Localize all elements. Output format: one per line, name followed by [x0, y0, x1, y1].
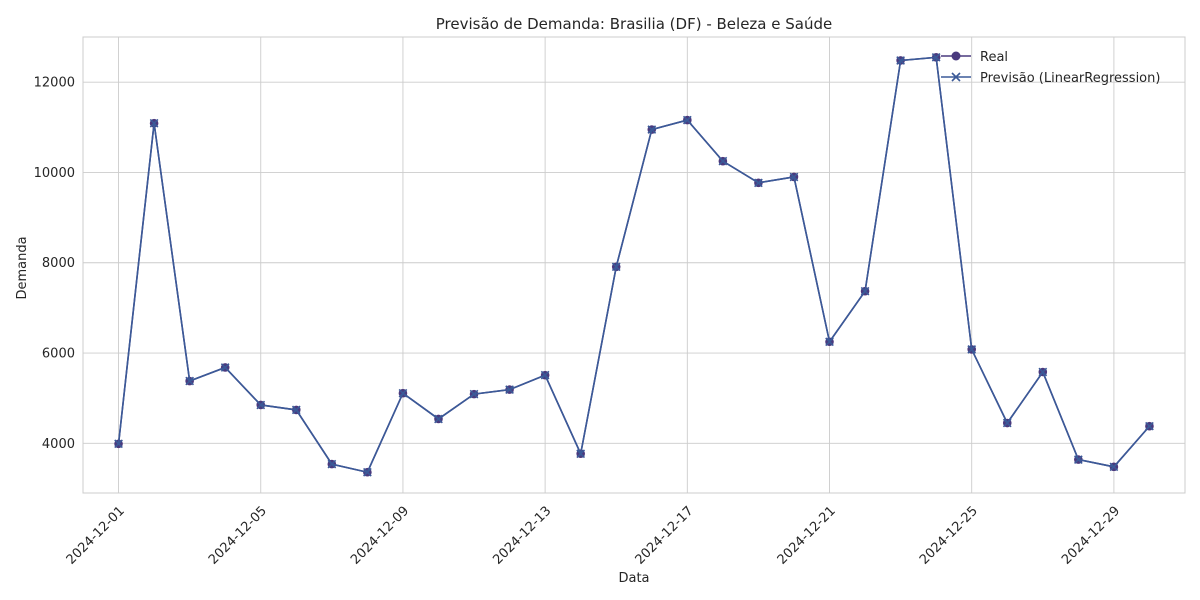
- y-tick-label: 8000: [42, 256, 75, 271]
- data-point-forecast: [114, 439, 123, 449]
- data-point-forecast: [754, 178, 763, 188]
- x-tick-label: 2024-12-29: [1059, 504, 1123, 568]
- y-tick-label: 12000: [34, 76, 75, 91]
- data-point-forecast: [611, 262, 621, 272]
- data-point-forecast: [434, 414, 443, 424]
- data-point-forecast: [789, 172, 799, 182]
- chart-title: Previsão de Demanda: Brasilia (DF) - Bel…: [436, 15, 832, 33]
- data-point-forecast: [967, 345, 977, 354]
- legend-forecast-marker: [951, 72, 961, 82]
- data-point-forecast: [1145, 421, 1154, 431]
- legend-real-label: Real: [980, 50, 1008, 65]
- x-tick-label: 2024-12-13: [490, 504, 554, 568]
- data-point-forecast: [896, 56, 905, 65]
- x-tick-label: 2024-12-01: [64, 504, 128, 568]
- data-point-forecast: [505, 385, 514, 394]
- x-tick-label: 2024-12-09: [348, 504, 412, 568]
- legend: Real Previsão (LinearRegression): [941, 50, 1160, 86]
- data-point-forecast: [291, 405, 301, 415]
- grid-layer: [83, 37, 1185, 493]
- x-tick-label: 2024-12-25: [917, 504, 981, 568]
- series-line-real: [117, 56, 1151, 474]
- data-point-forecast: [647, 125, 657, 134]
- legend-real-marker: [951, 51, 961, 61]
- data-point-forecast: [540, 370, 550, 380]
- series-line-forecast: [117, 56, 1151, 474]
- data-point-forecast: [185, 376, 195, 386]
- y-tick-label: 4000: [42, 437, 75, 452]
- x-tick-label: 2024-12-17: [633, 504, 697, 568]
- x-tick-label: 2024-12-05: [206, 504, 270, 568]
- y-tick-label: 6000: [42, 347, 75, 362]
- data-point-forecast: [860, 286, 870, 296]
- data-point-forecast: [576, 449, 586, 459]
- x-tick-label: 2024-12-21: [775, 504, 839, 568]
- data-point-forecast: [1038, 367, 1048, 377]
- data-point-forecast: [825, 337, 834, 347]
- x-axis-ticks: 2024-12-01 2024-12-05 2024-12-09 2024-12-13…: [64, 504, 1123, 568]
- data-point-forecast: [327, 459, 337, 469]
- data-point-forecast: [1109, 462, 1119, 472]
- data-point-forecast: [256, 400, 266, 410]
- y-axis-ticks: 4000 6000 8000 10000 12000: [34, 76, 75, 452]
- data-point-forecast: [931, 52, 941, 62]
- series-layer: [114, 52, 1154, 477]
- data-point-forecast: [149, 118, 159, 128]
- data-point-forecast: [469, 389, 479, 399]
- y-axis-label: Demanda: [15, 236, 30, 299]
- data-point-forecast: [398, 388, 408, 398]
- data-point-forecast: [682, 115, 692, 125]
- data-point-forecast: [1073, 455, 1083, 464]
- data-point-forecast: [1002, 418, 1012, 428]
- y-tick-label: 10000: [34, 166, 75, 181]
- legend-forecast-label: Previsão (LinearRegression): [980, 71, 1160, 86]
- x-axis-label: Data: [618, 571, 649, 586]
- data-point-forecast: [718, 156, 728, 166]
- data-point-forecast: [220, 363, 230, 372]
- data-point-forecast: [363, 467, 372, 477]
- plot-area-border: [82, 36, 1186, 494]
